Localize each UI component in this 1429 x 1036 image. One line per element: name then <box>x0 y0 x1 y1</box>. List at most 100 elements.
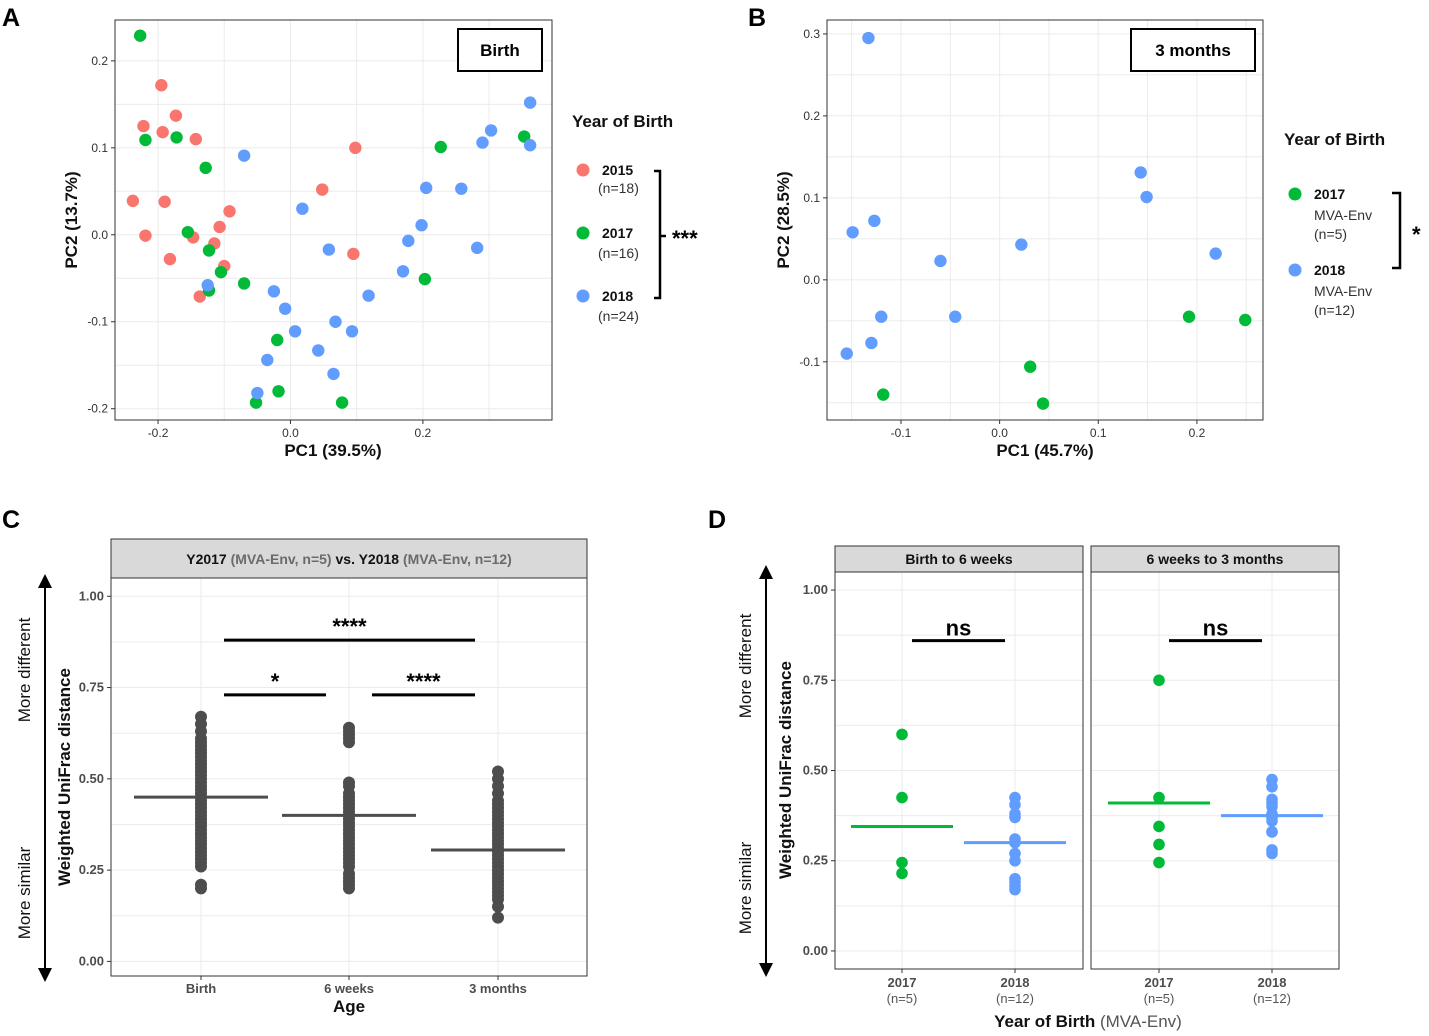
point-2017 <box>896 856 908 869</box>
panel-b-bracket <box>1392 191 1402 270</box>
point-Birth <box>195 882 207 895</box>
panel-d-significance: ns ns <box>912 616 1262 643</box>
panel-b-ticks: -0.1 0.0 0.1 0.2 -0.1 0.0 0.1 0.2 0.3 <box>799 27 1205 440</box>
significance-label: ns <box>1203 616 1229 641</box>
panel-c-side-top: More different <box>15 617 34 722</box>
point-2017 <box>1153 674 1165 687</box>
panel-a-title: Birth <box>480 41 520 60</box>
legend-marker-2018 <box>1288 263 1302 277</box>
point-2017 <box>434 140 447 154</box>
point-3-months <box>492 900 504 913</box>
y-tick-label: 0.00 <box>803 943 828 958</box>
point-2017 <box>237 277 251 290</box>
point-2017 <box>272 385 285 398</box>
panel-d-xlabel-main: Year of Birth <box>994 1012 1095 1031</box>
point-2017 <box>181 225 195 239</box>
y-tick-label: 0.75 <box>803 672 828 687</box>
point-2017 <box>418 272 432 286</box>
point-2017 <box>139 133 152 147</box>
x-tick-label: -0.2 <box>148 426 169 440</box>
x-tick-label: 6 weeks <box>324 981 374 996</box>
point-2015 <box>316 183 329 196</box>
strip-part-c: vs. Y2018 <box>332 551 403 567</box>
point-2018 <box>862 31 875 45</box>
y-tick-label: -0.2 <box>87 402 108 416</box>
panel-d-points <box>851 674 1323 896</box>
point-2015 <box>169 109 183 122</box>
point-2017 <box>896 728 908 741</box>
y-tick-label: 0.3 <box>803 27 820 41</box>
point-2015 <box>155 79 168 92</box>
panel-a-legend-title: Year of Birth <box>572 112 673 131</box>
x-tick-label: -0.1 <box>891 426 912 440</box>
point-2018 <box>201 279 214 292</box>
point-2018 <box>296 202 309 215</box>
point-2017 <box>170 131 183 144</box>
point-2018 <box>455 182 468 195</box>
panel-a-legend-2015: 2015 (n=18) <box>576 162 639 196</box>
legend-marker-2018 <box>576 289 590 303</box>
point-2018 <box>322 243 336 256</box>
legend-n-2018: (n=12) <box>1314 302 1355 318</box>
point-2018 <box>949 310 962 323</box>
panel-c: C Y2017 (MVA-Env, n=5) vs. Y2018 (MVA-En… <box>2 506 588 1016</box>
panel-a-frame <box>114 19 553 421</box>
legend-year-2017: 2017 <box>602 225 633 241</box>
point-2017 <box>214 265 228 279</box>
panel-b-points <box>840 31 1252 410</box>
point-2018 <box>523 139 537 152</box>
legend-year-2017: 2017 <box>1314 186 1345 202</box>
point-2017 <box>896 867 908 880</box>
point-2018 <box>251 386 264 400</box>
panel-d-grid <box>835 572 1339 969</box>
point-2015 <box>156 125 169 139</box>
point-2018 <box>267 285 281 298</box>
point-2018 <box>1266 847 1278 860</box>
point-2018 <box>1015 238 1028 251</box>
panel-c-points <box>134 710 565 924</box>
legend-group-2018: MVA-Env <box>1314 283 1372 299</box>
point-2015 <box>163 252 177 266</box>
point-2017 <box>1239 313 1252 327</box>
point-2017 <box>517 130 531 143</box>
x-tick-sublabel: (n=12) <box>1253 991 1291 1006</box>
panel-b-significance: * <box>1412 222 1421 247</box>
y-tick-label: -0.1 <box>799 355 820 369</box>
panel-d-xlabel: Year of Birth (MVA-Env) <box>994 1012 1182 1031</box>
point-6-weeks <box>343 736 355 749</box>
point-2018 <box>1266 815 1278 827</box>
x-tick-label: 2017 <box>1145 975 1174 990</box>
point-2018 <box>396 265 410 278</box>
point-2018 <box>345 325 359 338</box>
x-tick-label: 2018 <box>1258 975 1287 990</box>
panel-a-xlabel: PC1 (39.5%) <box>284 441 381 460</box>
point-2017 <box>202 244 216 257</box>
panel-d-side-bottom: More similar <box>736 841 755 934</box>
panel-a-ylabel: PC2 (13.7%) <box>62 171 81 268</box>
legend-marker-2015 <box>576 163 590 177</box>
legend-group-2017: MVA-Env <box>1314 207 1372 223</box>
panel-a-grid <box>115 20 552 420</box>
point-2017 <box>133 29 147 42</box>
y-tick-label: 0.75 <box>79 680 104 695</box>
panel-a-letter: A <box>2 4 20 32</box>
panel-b-title: 3 months <box>1155 41 1231 60</box>
point-2018 <box>484 124 498 137</box>
point-2018 <box>1266 826 1278 838</box>
panel-b-ylabel: PC2 (28.5%) <box>774 171 793 268</box>
point-2015 <box>137 119 150 133</box>
y-tick-label: 0.50 <box>79 771 104 786</box>
y-tick-label: 0.1 <box>91 141 108 155</box>
point-2017 <box>199 161 212 175</box>
panel-d: D Birth to 6 weeks 6 weeks to 3 months n… <box>708 506 1340 1031</box>
point-2018 <box>288 325 302 338</box>
point-2017 <box>896 791 908 804</box>
panel-d-facet-2: 6 weeks to 3 months <box>1147 551 1284 567</box>
point-2018 <box>1009 854 1021 867</box>
point-2018 <box>415 219 428 232</box>
point-2018 <box>1140 190 1153 204</box>
panel-d-facet-1: Birth to 6 weeks <box>905 551 1013 567</box>
panel-d-ticks: 2017(n=5)2018(n=12)2017(n=5)2018(n=12)0.… <box>803 582 1291 1006</box>
point-2017 <box>249 396 263 409</box>
point-2017 <box>1153 838 1165 851</box>
